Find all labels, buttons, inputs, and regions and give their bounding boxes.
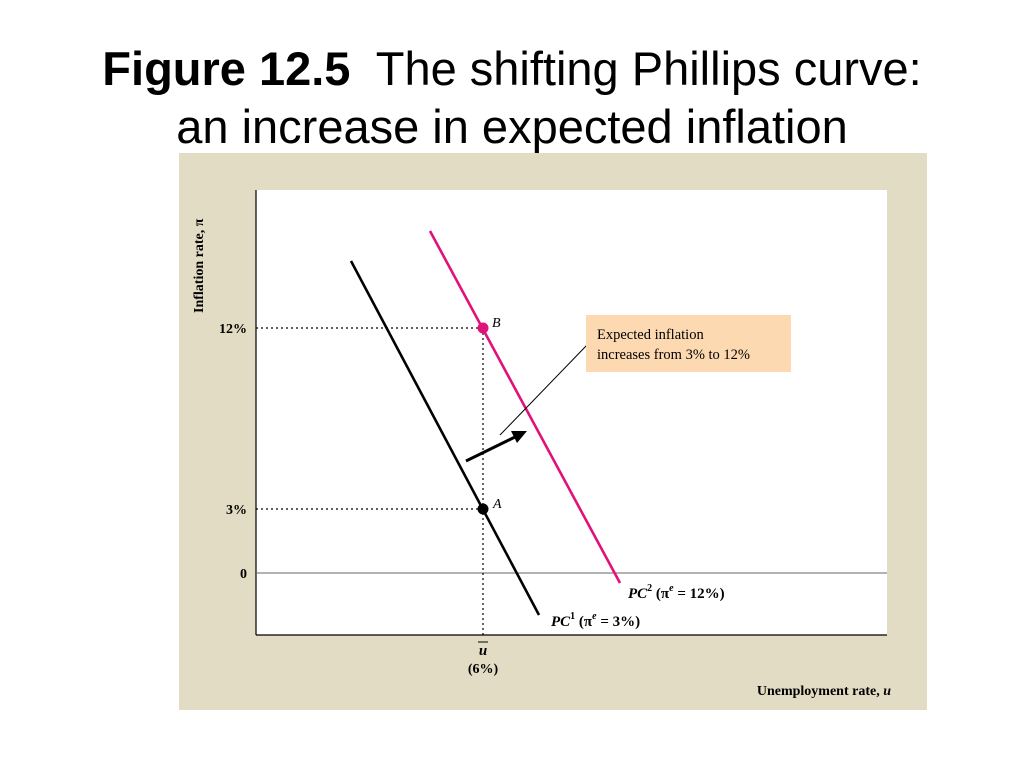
figure-title: Figure 12.5 The shifting Phillips curve:… [0, 40, 1024, 156]
y-tick-3: 3% [226, 503, 247, 518]
point-a-label: A [492, 497, 502, 512]
callout-line2: increases from 3% to 12% [597, 347, 750, 363]
x-tick-u-bar: u [479, 643, 487, 659]
point-a [477, 503, 489, 515]
x-tick-value: (6%) [468, 662, 499, 677]
pc2-label: PC2 (πe = 12%) [628, 583, 725, 602]
plot-area [256, 190, 887, 635]
shift-arrow-line [465, 435, 516, 463]
callout-leader [499, 344, 588, 436]
callout-line1: Expected inflation [597, 327, 704, 343]
point-b [477, 322, 489, 334]
caption-line2: an increase in expected inflation [176, 100, 848, 153]
pc1-curve [349, 260, 541, 616]
pc2-curve [428, 230, 622, 584]
pc1-label: PC1 (πe = 3%) [551, 611, 640, 630]
phillips-curve-figure: A B Expected inflation increases from 3%… [179, 153, 927, 710]
phillips-diagram: A B Expected inflation increases from 3%… [179, 153, 927, 710]
x-axis-label: Unemployment rate, u [757, 684, 891, 699]
caption-line1: The shifting Phillips curve: [375, 42, 922, 95]
shift-arrow-head [511, 431, 527, 443]
callout-box [586, 315, 791, 372]
y-tick-0: 0 [240, 567, 247, 582]
figure-number: Figure 12.5 [102, 42, 351, 95]
y-axis-label: Inflation rate, π [192, 218, 207, 313]
y-tick-12: 12% [219, 322, 247, 337]
point-b-label: B [492, 316, 501, 331]
